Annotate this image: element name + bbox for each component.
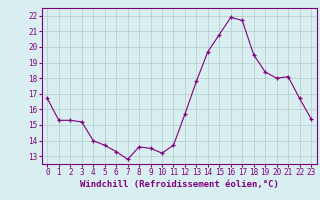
X-axis label: Windchill (Refroidissement éolien,°C): Windchill (Refroidissement éolien,°C) <box>80 180 279 189</box>
